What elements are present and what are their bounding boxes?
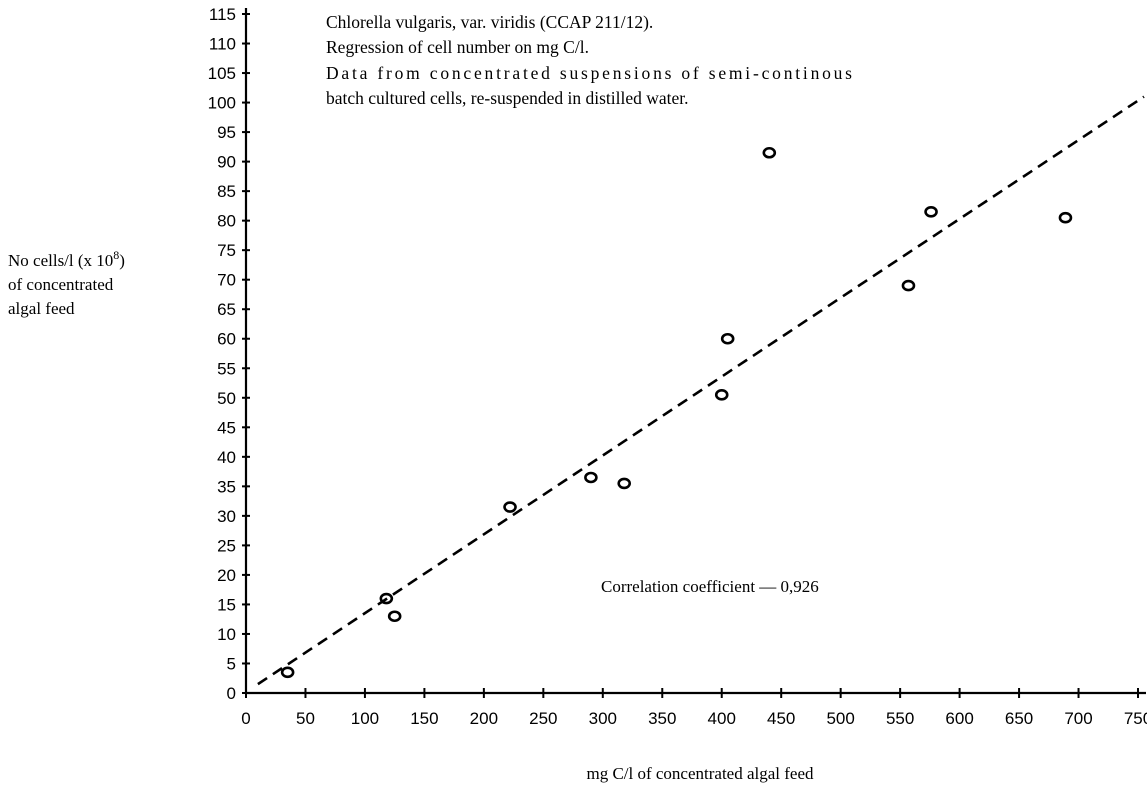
regression-line-group: [257, 95, 1145, 686]
axis-tick-labels: 0 50 100 150 200 250 300 350 400 450 500 550 600 650 7…: [208, 5, 1147, 728]
y-tick-label: 30: [217, 507, 236, 526]
y-axis-label-main: No cells/l (x 10: [8, 251, 113, 270]
y-tick-label: 35: [217, 477, 236, 496]
x-axis-label: mg C/l of concentrated algal feed: [586, 764, 814, 783]
x-tick-label: 50: [296, 709, 315, 728]
x-tick-label: 650: [1005, 709, 1033, 728]
y-tick-label: 100: [208, 94, 236, 113]
data-points: [280, 146, 1073, 679]
data-point: [280, 666, 295, 679]
y-axis-label-superscript: 8: [113, 248, 119, 262]
y-tick-label: 55: [217, 359, 236, 378]
y-axis-label-line-2: of concentrated: [8, 275, 114, 294]
x-tick-label: 450: [767, 709, 795, 728]
x-tick-label: 350: [648, 709, 676, 728]
y-tick-label: 110: [209, 35, 236, 54]
data-point: [584, 471, 598, 484]
axes: [244, 8, 1146, 695]
y-tick-label: 90: [217, 153, 236, 172]
y-tick-label: 5: [227, 654, 236, 673]
data-point: [617, 477, 632, 490]
y-tick-label: 85: [217, 182, 236, 201]
y-tick-label: 115: [209, 5, 236, 24]
data-point: [720, 332, 735, 345]
y-axis-label-suffix: ): [119, 251, 125, 270]
y-tick-label: 70: [217, 271, 236, 290]
caption-line-2: Regression of cell number on mg C/l.: [326, 37, 589, 57]
data-point: [387, 610, 402, 623]
x-tick-label: 200: [470, 709, 498, 728]
y-tick-label: 40: [217, 448, 236, 467]
caption-line-3: Data from concentrated suspensions of se…: [326, 63, 852, 83]
y-tick-label: 95: [217, 123, 236, 142]
x-tick-label: 400: [708, 709, 736, 728]
y-tick-label: 65: [217, 300, 236, 319]
y-tick-label: 20: [217, 566, 236, 585]
x-tick-label: 750: [1124, 709, 1147, 728]
y-tick-label: 105: [208, 64, 236, 83]
regression-line: [257, 95, 1145, 686]
x-tick-label: 100: [351, 709, 379, 728]
caption-line-4: batch cultured cells, re-suspended in di…: [326, 88, 689, 108]
x-tick-label: 250: [529, 709, 557, 728]
y-axis-label-line-1: No cells/l (x 108): [8, 248, 125, 270]
chart-caption: Chlorella vulgaris, var. viridis (CCAP 2…: [326, 12, 852, 108]
correlation-annotation: Correlation coefficient — 0,926: [601, 577, 819, 596]
x-tick-label: 700: [1064, 709, 1092, 728]
data-point: [762, 146, 777, 159]
x-tick-label: 550: [886, 709, 914, 728]
data-point: [503, 501, 517, 513]
axis-ticks: [242, 13, 1139, 698]
y-axis-label: No cells/l (x 108) of concentrated algal…: [8, 248, 125, 318]
y-tick-label: 60: [217, 330, 236, 349]
y-tick-label: 80: [217, 212, 236, 231]
y-axis-label-line-3: algal feed: [8, 299, 75, 318]
data-point: [1058, 211, 1073, 224]
x-tick-label: 150: [410, 709, 438, 728]
y-tick-label: 10: [217, 625, 236, 644]
caption-line-1: Chlorella vulgaris, var. viridis (CCAP 2…: [326, 12, 653, 32]
x-tick-label: 0: [241, 709, 250, 728]
y-tick-label: 45: [217, 418, 236, 437]
x-tick-label: 500: [826, 709, 854, 728]
x-tick-label: 600: [945, 709, 973, 728]
y-tick-label: 15: [217, 595, 236, 614]
y-tick-label: 25: [217, 536, 236, 555]
data-point: [714, 389, 729, 401]
data-point: [901, 279, 916, 292]
data-point: [379, 592, 394, 605]
data-point: [924, 205, 938, 218]
y-tick-label: 50: [217, 389, 236, 408]
x-tick-label: 300: [589, 709, 617, 728]
y-tick-label: 0: [227, 684, 236, 703]
y-tick-label: 75: [217, 241, 236, 260]
